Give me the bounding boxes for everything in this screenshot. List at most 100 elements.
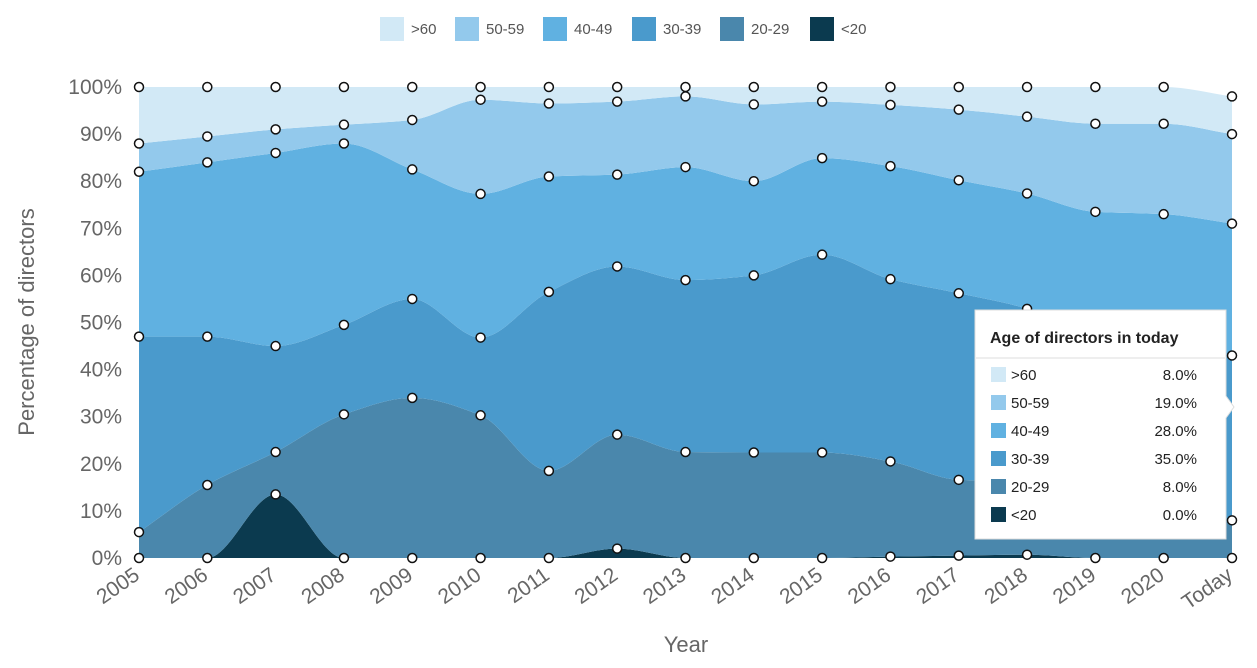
data-point	[1090, 206, 1101, 218]
data-point	[1226, 218, 1238, 229]
data-point	[748, 552, 760, 564]
tooltip-swatch	[991, 367, 1006, 382]
x-tick-label: 2018	[980, 563, 1031, 609]
tooltip-label: 20-29	[1011, 479, 1049, 496]
x-tick-label: 2008	[297, 563, 348, 609]
data-point	[338, 552, 350, 564]
data-point	[1021, 549, 1033, 560]
data-point	[816, 96, 828, 107]
x-tick-label: 2020	[1117, 563, 1168, 609]
data-point	[1090, 81, 1101, 93]
data-point	[543, 465, 555, 477]
y-tick-label: 60%	[80, 264, 122, 287]
area-series-4	[139, 96, 1232, 224]
tooltip-swatch	[991, 479, 1006, 494]
legend-label: 50-59	[486, 21, 524, 38]
legend-swatch	[543, 17, 567, 41]
data-point	[680, 81, 691, 93]
tooltip-swatch	[991, 423, 1006, 438]
legend-swatch	[632, 17, 656, 41]
data-point	[953, 474, 964, 486]
data-point	[270, 446, 281, 458]
data-point	[407, 293, 418, 305]
y-tick-label: 90%	[80, 123, 122, 146]
legend-label: <20	[841, 21, 866, 38]
x-tick-label: 2013	[639, 563, 690, 609]
x-tick-label: 2017	[912, 563, 963, 609]
data-point	[680, 161, 691, 173]
x-tick-label: 2011	[504, 563, 554, 608]
tooltip: Age of directors in today >60 8.0% 50-59 19.…	[974, 309, 1235, 540]
tooltip-label: 50-59	[1011, 395, 1049, 412]
tooltip-box	[974, 309, 1235, 540]
legend-label: 40-49	[574, 21, 612, 38]
x-tick-label: 2006	[161, 563, 212, 609]
legend-label: 20-29	[751, 21, 789, 38]
data-point	[611, 543, 623, 554]
area-series-5	[139, 87, 1232, 144]
data-point	[748, 270, 760, 281]
data-point	[748, 99, 760, 110]
data-point	[475, 81, 486, 93]
data-point	[1090, 552, 1101, 564]
data-point	[202, 157, 213, 168]
data-point	[1021, 81, 1033, 93]
data-point	[407, 164, 418, 175]
data-point	[816, 249, 828, 260]
data-point	[407, 81, 418, 93]
data-point	[475, 94, 486, 105]
data-point	[1226, 350, 1238, 361]
data-point	[953, 104, 964, 115]
tooltip-title: Age of directors in today	[990, 330, 1179, 347]
data-point	[270, 340, 281, 352]
data-point	[543, 286, 555, 298]
data-point	[202, 81, 213, 93]
x-axis-title: Year	[664, 632, 708, 657]
legend-label: 30-39	[663, 21, 701, 38]
tooltip-label: 30-39	[1011, 451, 1049, 468]
data-point	[543, 552, 555, 564]
x-tick-label: 2015	[776, 563, 827, 609]
legend-swatch	[810, 17, 834, 41]
data-point	[1090, 118, 1101, 129]
x-tick-label: 2010	[434, 563, 485, 609]
data-point	[1021, 188, 1033, 199]
data-point	[133, 526, 145, 538]
data-point	[270, 81, 281, 93]
x-axis: 2005 2006 2007 2008 2009 2010 2011 2012 2013 2014…	[92, 563, 1237, 614]
data-point	[338, 119, 350, 130]
data-point	[611, 261, 623, 272]
data-point	[202, 552, 213, 564]
data-point	[133, 552, 145, 564]
area-layer	[139, 87, 1232, 558]
data-point	[543, 171, 555, 182]
tooltip-value: 19.0%	[1154, 395, 1197, 412]
y-tick-label: 30%	[80, 406, 122, 429]
data-point	[748, 175, 760, 187]
tooltip-value: 0.0%	[1163, 507, 1197, 524]
area-series-3	[139, 143, 1232, 356]
x-tick-label: 2014	[707, 563, 759, 609]
tooltip-swatch	[991, 395, 1006, 410]
data-point	[270, 489, 281, 500]
y-tick-label: 50%	[80, 312, 122, 335]
data-point	[543, 98, 555, 109]
data-point	[680, 91, 691, 102]
data-point	[816, 447, 828, 458]
data-point	[407, 392, 418, 404]
data-point	[953, 550, 964, 561]
data-point	[1021, 111, 1033, 122]
data-point	[338, 138, 350, 149]
x-tick-label: 2016	[844, 563, 895, 609]
data-point	[885, 160, 896, 172]
data-point	[133, 81, 145, 93]
legend-swatch	[720, 17, 744, 41]
data-point	[1158, 118, 1169, 129]
data-point	[543, 81, 555, 93]
y-tick-label: 40%	[80, 359, 122, 382]
tooltip-value: 35.0%	[1154, 451, 1197, 468]
data-point	[133, 138, 145, 149]
legend-swatch	[455, 17, 479, 41]
data-point	[475, 188, 486, 200]
data-point	[885, 456, 896, 467]
